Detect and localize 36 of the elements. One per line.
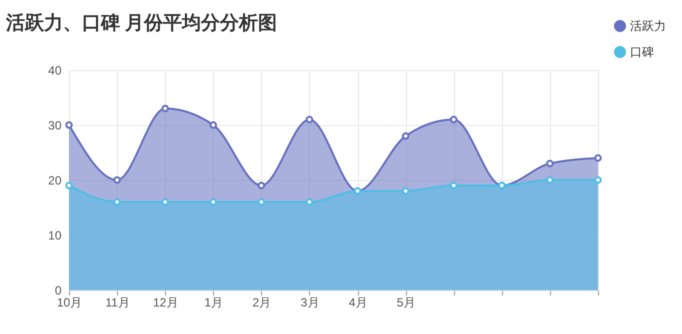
point: [594, 154, 602, 162]
legend-label: 活跃力: [630, 19, 666, 33]
point: [161, 198, 169, 206]
x-tick-label: 3月: [300, 296, 320, 310]
point: [210, 121, 218, 129]
point: [402, 187, 410, 195]
point: [450, 182, 458, 190]
point: [65, 182, 73, 190]
point: [450, 116, 458, 124]
x-tick-label: 12月: [153, 296, 178, 310]
point: [594, 176, 602, 184]
point: [306, 116, 314, 124]
point: [306, 198, 314, 206]
x-tick-label: 2月: [252, 296, 272, 310]
point: [546, 160, 554, 168]
y-tick-label: 10: [48, 228, 62, 242]
point: [113, 198, 121, 206]
x-tick-label: 1月: [204, 296, 224, 310]
point: [402, 132, 410, 140]
x-tick-label: 5月: [396, 296, 416, 310]
legend-label: 口碑: [630, 45, 654, 59]
chart-title: 活跃力、口碑 月份平均分分析图: [6, 12, 277, 36]
point: [258, 182, 266, 190]
point: [65, 121, 73, 129]
y-tick-label: 20: [48, 174, 62, 188]
point: [258, 198, 266, 206]
point: [113, 176, 121, 184]
point: [546, 176, 554, 184]
x-tick-label: 10月: [56, 296, 82, 310]
x-tick-label: 4月: [348, 296, 368, 310]
y-tick-label: 40: [48, 64, 62, 78]
point: [161, 104, 169, 112]
x-tick-label: 11月: [105, 296, 130, 310]
point: [210, 198, 218, 206]
y-tick-label: 30: [48, 118, 62, 132]
y-tick-label: 0: [54, 284, 62, 298]
